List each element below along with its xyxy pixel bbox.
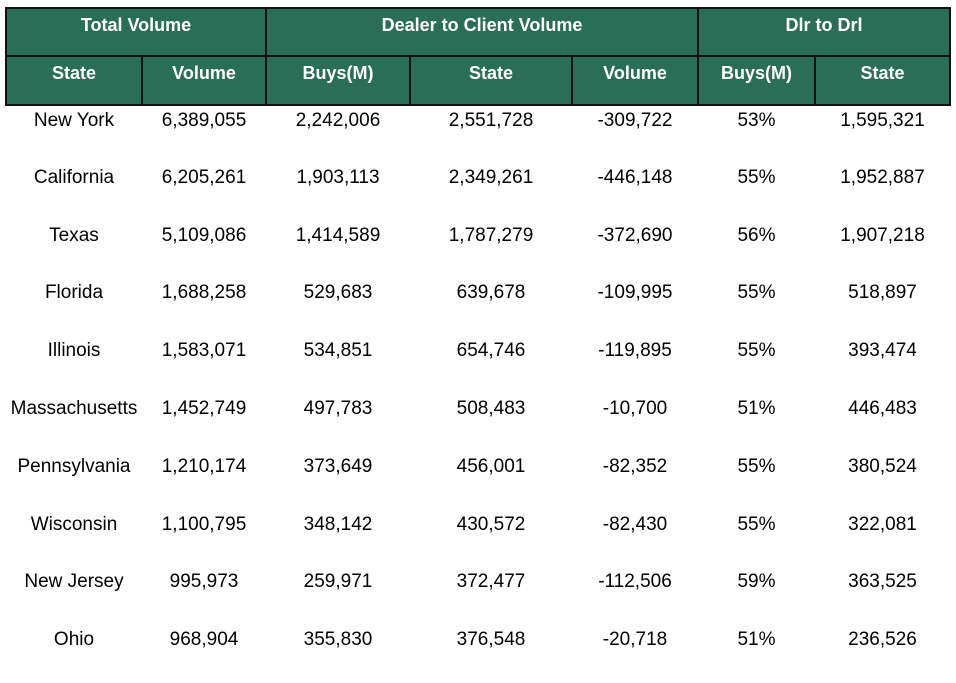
table-cell: 508,483 (456, 397, 526, 419)
table-row: Florida 1,688,258 529,683 639,678 -109,995 55… (6, 278, 950, 336)
table-cell: 456,001 (456, 455, 526, 477)
group-header-dealer-to-client-volume: Dealer to Client Volume (265, 7, 699, 57)
table-cell: 259,971 (303, 571, 373, 593)
table-cell: -82,430 (602, 513, 668, 535)
table-cell: 1,100,795 (161, 513, 247, 535)
table-cell: 5,109,086 (161, 224, 247, 246)
table-body: New York 6,389,055 2,242,006 2,551,728 -309,… (6, 105, 950, 683)
table-cell: 1,903,113 (296, 166, 380, 188)
table-cell: 1,595,321 (840, 110, 925, 131)
table-cell: 1,787,279 (448, 224, 534, 246)
table-cell: -109,995 (597, 282, 673, 304)
table-row: Wisconsin 1,100,795 348,142 430,572 -82,430 5… (6, 510, 950, 568)
table-cell: Texas (49, 224, 99, 246)
table-cell: 376,548 (456, 629, 526, 651)
table-cell: 51% (737, 629, 776, 651)
table-cell: 348,142 (303, 513, 373, 535)
table-cell: 355,830 (303, 629, 373, 651)
table-cell: 59% (737, 571, 776, 593)
table-cell: 497,783 (303, 397, 373, 419)
table-row: New York 6,389,055 2,242,006 2,551,728 -309,… (6, 105, 950, 163)
table-cell: Pennsylvania (17, 455, 131, 477)
table-cell: 56% (737, 224, 776, 246)
table-cell: 968,904 (169, 629, 239, 651)
column-header: Buys(M) (697, 55, 816, 106)
table-cell: -112,506 (598, 571, 672, 593)
table-cell: 53% (737, 110, 776, 131)
column-header: Buys(M) (265, 55, 411, 106)
table-cell: 51% (737, 397, 776, 419)
table-cell: Massachusetts (10, 397, 138, 419)
table-cell: 1,952,887 (840, 166, 925, 188)
table-cell: -372,690 (597, 224, 673, 246)
table-cell: 393,474 (848, 340, 917, 362)
table-cell: 363,525 (848, 571, 917, 593)
table-cell: 2,551,728 (448, 110, 534, 131)
table-cell: 1,583,071 (161, 340, 247, 362)
table-cell: 430,572 (456, 513, 526, 535)
table-cell: -446,148 (597, 166, 673, 188)
data-table: Total Volume Dealer to Client Volume Dlr… (5, 7, 952, 683)
column-header: State (5, 55, 143, 106)
table-cell: Wisconsin (30, 513, 118, 535)
table-cell: 322,081 (848, 513, 917, 535)
table-cell: -119,895 (598, 340, 672, 362)
table-cell: Florida (44, 282, 104, 304)
table-cell: 55% (737, 166, 776, 188)
column-header: Volume (141, 55, 267, 106)
group-header-total-volume: Total Volume (5, 7, 267, 57)
table-cell: 372,477 (456, 571, 526, 593)
table-cell: -309,722 (597, 110, 673, 131)
table-cell: 2,242,006 (295, 110, 381, 131)
column-header: State (409, 55, 573, 106)
table-cell: 6,389,055 (161, 110, 247, 131)
column-header: State (813, 55, 952, 106)
table-cell: -10,700 (602, 397, 668, 419)
table-cell: 236,526 (848, 629, 917, 651)
table-cell: 2,349,261 (448, 166, 534, 188)
table-cell: New York (33, 110, 115, 131)
table-cell: 534,851 (303, 340, 373, 362)
table-cell: 55% (737, 282, 776, 304)
table-row: Ohio 968,904 355,830 376,548 -20,718 51% 236,5… (6, 625, 950, 683)
table-cell: 55% (737, 340, 776, 362)
table-cell: 55% (737, 455, 776, 477)
column-header-row: State Volume Buys(M) State Volume Buys(M… (5, 55, 952, 106)
table-cell: 654,746 (456, 340, 526, 362)
table-row: Massachusetts 1,452,749 497,783 508,483 -10,… (6, 394, 950, 452)
table-header: Total Volume Dealer to Client Volume Dlr… (5, 7, 952, 106)
table-cell: 380,524 (848, 455, 917, 477)
group-header-row: Total Volume Dealer to Client Volume Dlr… (5, 7, 952, 57)
table-cell: 55% (737, 513, 776, 535)
table-cell: 446,483 (848, 397, 917, 419)
table-row: New Jersey 995,973 259,971 372,477 -112,506 5… (6, 567, 950, 625)
table-row: Illinois 1,583,071 534,851 654,746 -119,895 5… (6, 336, 950, 394)
group-header-dlr-to-drl: Dlr to Drl (696, 7, 952, 57)
table-cell: 1,210,174 (161, 455, 247, 477)
table-cell: 1,452,749 (161, 397, 247, 419)
table-cell: California (33, 166, 115, 188)
column-header: Volume (571, 55, 699, 106)
table-cell: -82,352 (602, 455, 668, 477)
table-row: Texas 5,109,086 1,414,589 1,787,279 -372,690… (6, 221, 950, 279)
table-cell: 1,907,218 (840, 224, 925, 246)
table-cell: -20,718 (602, 629, 668, 651)
table-cell: New Jersey (24, 571, 124, 593)
table-cell: 639,678 (456, 282, 526, 304)
table-row: California 6,205,261 1,903,113 2,349,261 -44… (6, 163, 950, 221)
table-cell: Illinois (47, 340, 101, 362)
table-cell: 529,683 (303, 282, 373, 304)
table-cell: 373,649 (303, 455, 373, 477)
table-cell: 6,205,261 (161, 166, 247, 188)
table-cell: 1,414,589 (295, 224, 381, 246)
table-cell: 518,897 (848, 282, 917, 304)
table-cell: 1,688,258 (161, 282, 247, 304)
table-row: Pennsylvania 1,210,174 373,649 456,001 -82,3… (6, 452, 950, 510)
table-cell: Ohio (53, 629, 95, 651)
table-cell: 995,973 (169, 571, 239, 593)
